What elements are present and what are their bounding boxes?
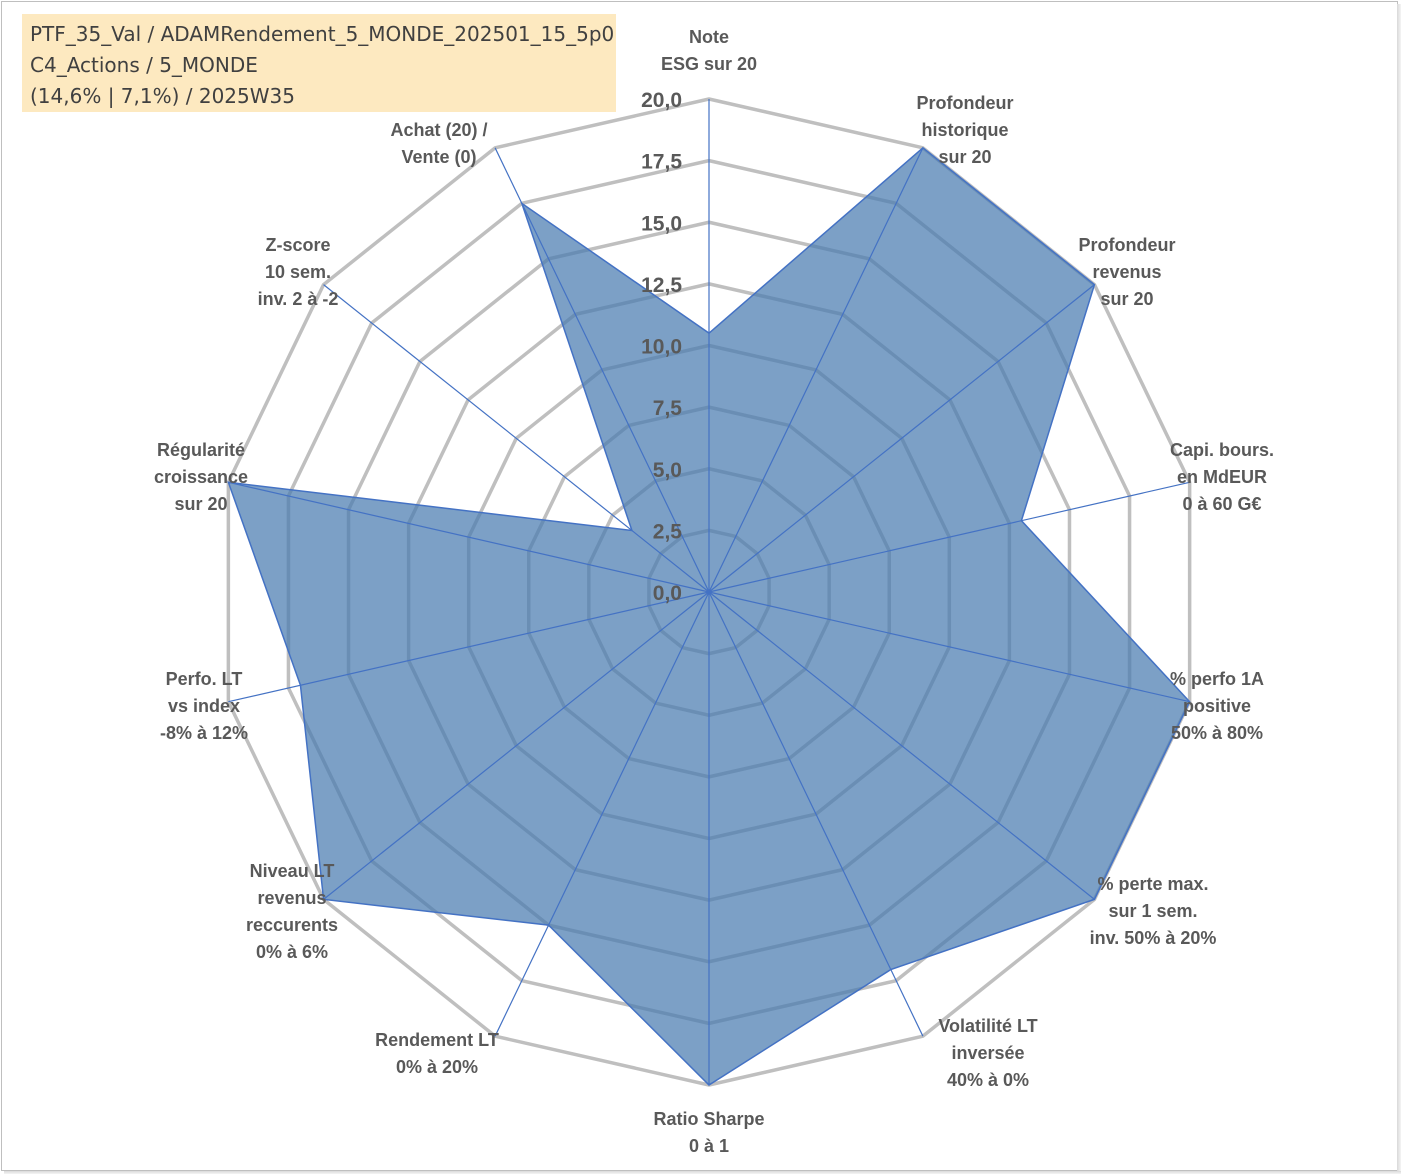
axis-label-1-line-0: Profondeur — [917, 93, 1014, 113]
axis-label-7-line-1: 0 à 1 — [689, 1136, 729, 1156]
axis-label-9-line-0: Niveau LT — [250, 861, 335, 881]
radar-spokes — [228, 99, 1190, 1085]
axis-label-7: Ratio Sharpe 0 à 1 — [653, 1109, 764, 1156]
tick-label-3: 7,5 — [653, 397, 683, 420]
frame-shadow-right — [1397, 4, 1401, 1174]
axis-label-10: Perfo. LT vs index -8% à 12% — [160, 669, 248, 743]
spoke-6 — [708, 591, 924, 1037]
axis-label-2-line-0: Profondeur — [1079, 235, 1176, 255]
tick-label-2: 5,0 — [653, 459, 682, 482]
axis-label-9-line-3: 0% à 6% — [256, 942, 328, 962]
portfolio-info-box: PTF_35_Val / ADAMRendement_5_MONDE_20250… — [22, 14, 616, 112]
spoke-12 — [323, 284, 710, 593]
axis-label-10-line-0: Perfo. LT — [166, 669, 243, 689]
spoke-5 — [708, 591, 1095, 900]
axis-label-11-line-2: sur 20 — [174, 494, 227, 514]
portfolio-category: C4_Actions / 5_MONDE — [30, 53, 258, 77]
axis-label-5-line-0: % perte max. — [1097, 874, 1208, 894]
tick-label-5: 12,5 — [641, 274, 682, 297]
axis-label-13-line-1: Achat (20) / — [390, 120, 487, 140]
tick-label-0: 0,0 — [653, 582, 682, 605]
axis-label-12-line-2: inv. 2 à -2 — [258, 289, 339, 309]
axis-label-7-line-0: Ratio Sharpe — [653, 1109, 764, 1129]
portfolio-name: PTF_35_Val / ADAMRendement_5_MONDE_20250… — [30, 22, 615, 46]
portfolio-stats: (14,6% | 7,1%) / 2025W35 — [30, 84, 295, 108]
axis-label-3: Capi. bours. en MdEUR 0 à 60 G€ — [1170, 440, 1274, 514]
axis-label-9-line-2: reccurents — [246, 915, 338, 935]
spoke-9 — [323, 591, 710, 900]
axis-label-6-line-2: 40% à 0% — [947, 1070, 1029, 1090]
axis-label-4-line-1: positive — [1183, 696, 1251, 716]
tick-label-7: 17,5 — [641, 151, 682, 174]
axis-label-12: Z-score 10 sem. inv. 2 à -2 — [258, 235, 339, 309]
axis-label-9: Niveau LT revenus reccurents 0% à 6% — [246, 861, 338, 962]
axis-label-11: Régularité croissance sur 20 — [154, 440, 248, 514]
axis-label-0-line-1: ESG sur 20 — [661, 54, 757, 74]
axis-label-11-line-0: Régularité — [157, 440, 245, 460]
axis-label-12-line-1: 10 sem. — [265, 262, 331, 282]
axis-label-0: Note ESG sur 20 — [661, 27, 757, 74]
axis-label-2-line-1: revenus — [1092, 262, 1161, 282]
axis-label-6-line-1: inversée — [951, 1043, 1024, 1063]
spoke-1 — [708, 147, 924, 593]
spoke-11 — [228, 481, 710, 593]
axis-label-3-line-1: en MdEUR — [1177, 467, 1267, 487]
spoke-8 — [494, 591, 710, 1037]
axis-label-12-line-0: Z-score — [265, 235, 330, 255]
axis-label-2-line-2: sur 20 — [1100, 289, 1153, 309]
radar-tick-labels: 0,0 2,5 5,0 7,5 10,0 12,5 15,0 17,5 20,0 — [641, 89, 682, 605]
axis-label-2: Profondeur revenus sur 20 — [1079, 235, 1176, 309]
spoke-2 — [708, 284, 1095, 593]
axis-label-5-line-2: inv. 50% à 20% — [1090, 928, 1217, 948]
axis-label-3-line-0: Capi. bours. — [1170, 440, 1274, 460]
axis-label-11-line-1: croissance — [154, 467, 248, 487]
axis-label-3-line-2: 0 à 60 G€ — [1182, 494, 1261, 514]
tick-label-1: 2,5 — [653, 520, 683, 543]
spoke-13 — [494, 147, 710, 593]
axis-label-4-line-2: 50% à 80% — [1171, 723, 1263, 743]
spoke-10 — [228, 591, 710, 703]
axis-label-5: % perte max. sur 1 sem. inv. 50% à 20% — [1090, 874, 1217, 948]
axis-label-9-line-1: revenus — [257, 888, 326, 908]
axis-label-10-line-1: vs index — [168, 696, 240, 716]
axis-label-0-line-0: Note — [689, 27, 729, 47]
axis-label-4: % perfo 1A positive 50% à 80% — [1170, 669, 1264, 743]
axis-label-10-line-2: -8% à 12% — [160, 723, 248, 743]
tick-label-8: 20,0 — [641, 89, 682, 112]
spoke-3 — [708, 481, 1190, 593]
frame-shadow-bottom — [4, 1171, 1401, 1174]
axis-label-13-line-2: Vente (0) — [401, 147, 476, 167]
axis-label-8-line-0: Rendement LT — [375, 1030, 499, 1050]
axis-label-5-line-1: sur 1 sem. — [1108, 901, 1197, 921]
spoke-4 — [708, 591, 1190, 703]
axis-label-1-line-1: historique — [921, 120, 1008, 140]
axis-label-8-line-1: 0% à 20% — [396, 1057, 478, 1077]
axis-label-8: Rendement LT 0% à 20% — [375, 1030, 499, 1077]
axis-label-1: Profondeur historique sur 20 — [917, 93, 1014, 167]
tick-label-6: 15,0 — [641, 212, 682, 235]
axis-label-4-line-0: % perfo 1A — [1170, 669, 1264, 689]
tick-label-4: 10,0 — [641, 336, 682, 359]
axis-label-6: Volatilité LT inversée 40% à 0% — [938, 1016, 1037, 1090]
axis-label-6-line-0: Volatilité LT — [938, 1016, 1037, 1036]
axis-label-1-line-2: sur 20 — [938, 147, 991, 167]
